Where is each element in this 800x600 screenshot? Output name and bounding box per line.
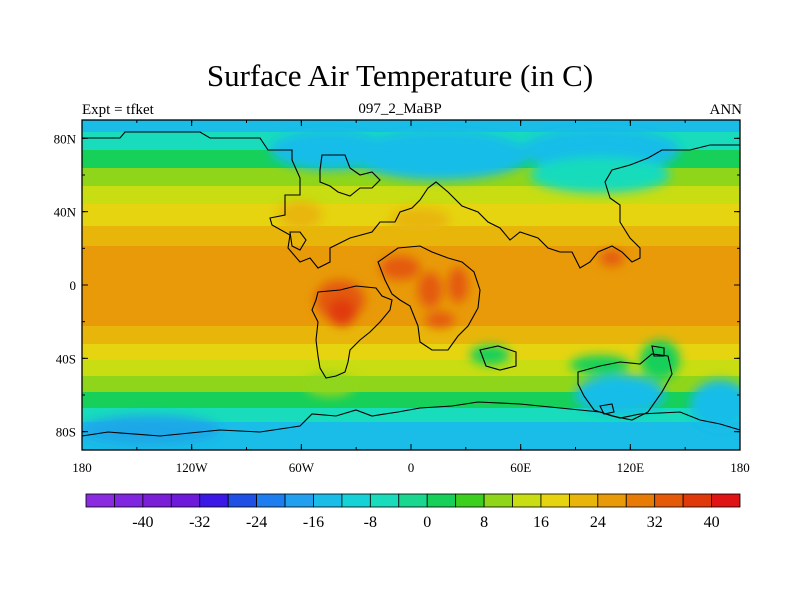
colorbar-label: 0	[423, 514, 431, 531]
x-tick-label: 120E	[617, 460, 645, 475]
colorbar-box	[654, 493, 684, 508]
colorbar-box	[426, 493, 457, 508]
x-tick-label: 60E	[510, 460, 531, 475]
y-tick-label: 80N	[54, 131, 77, 146]
colorbar-box	[540, 493, 570, 508]
colorbar-box	[455, 493, 485, 508]
colorbar-box	[284, 493, 314, 508]
colorbar-box	[85, 493, 115, 508]
colorbar-label: 16	[533, 514, 549, 531]
colorbar-box	[625, 493, 656, 508]
axis-ticks	[81, 120, 741, 450]
colorbar-box	[398, 493, 428, 508]
colorbar-box	[114, 493, 144, 508]
colorbar-label: 32	[647, 514, 663, 531]
colorbar-box	[341, 493, 371, 508]
colorbar-label: 24	[590, 514, 606, 531]
colorbar-box	[170, 493, 201, 508]
colorbar-box	[369, 493, 400, 508]
colorbar-box	[483, 493, 513, 508]
colorbar-label: -8	[364, 514, 377, 531]
map-title: Surface Air Temperature (in C)	[206, 58, 594, 93]
colorbar-box	[682, 493, 712, 508]
coastlines	[81, 131, 741, 437]
y-tick-label: 40S	[56, 351, 76, 366]
colorbar-label: -40	[132, 514, 153, 531]
temperature-field	[82, 120, 740, 450]
x-tick-label: 180	[72, 460, 92, 475]
experiment-label: Expt = tfket	[82, 102, 154, 118]
y-tick-label: 80S	[56, 425, 76, 440]
y-axis-labels: 80N 40N 0 40S 80S	[54, 131, 77, 439]
colorbar-box	[711, 493, 741, 508]
y-tick-label: 40N	[54, 205, 77, 220]
x-axis-labels: 180 120W 60W 0 60E 120E 180	[72, 460, 750, 475]
colorbar-label: -32	[189, 514, 210, 531]
colorbar-box	[512, 493, 542, 508]
season-label: ANN	[709, 102, 743, 118]
colorbar-box	[597, 493, 627, 508]
colorbar-label: -16	[303, 514, 324, 531]
period-label: 097_2_MaBP	[358, 101, 442, 117]
x-tick-label: 0	[408, 460, 415, 475]
colorbar-label: 8	[480, 514, 488, 531]
colorbar-box	[313, 493, 343, 508]
colorbar-box	[199, 493, 229, 508]
x-tick-label: 60W	[289, 460, 315, 475]
colorbar-label: -24	[246, 514, 267, 531]
colorbar-label: 40	[704, 514, 720, 531]
x-tick-label: 180	[730, 460, 750, 475]
colorbar	[85, 493, 741, 508]
x-tick-label: 120W	[176, 460, 209, 475]
colorbar-box	[227, 493, 258, 508]
colorbar-box	[568, 493, 599, 508]
colorbar-box	[256, 493, 286, 508]
colorbar-box	[142, 493, 172, 508]
y-tick-label: 0	[70, 278, 77, 293]
colorbar-labels: -40 -32 -24 -16 -8 0 8 16 24 32 40	[132, 514, 719, 531]
